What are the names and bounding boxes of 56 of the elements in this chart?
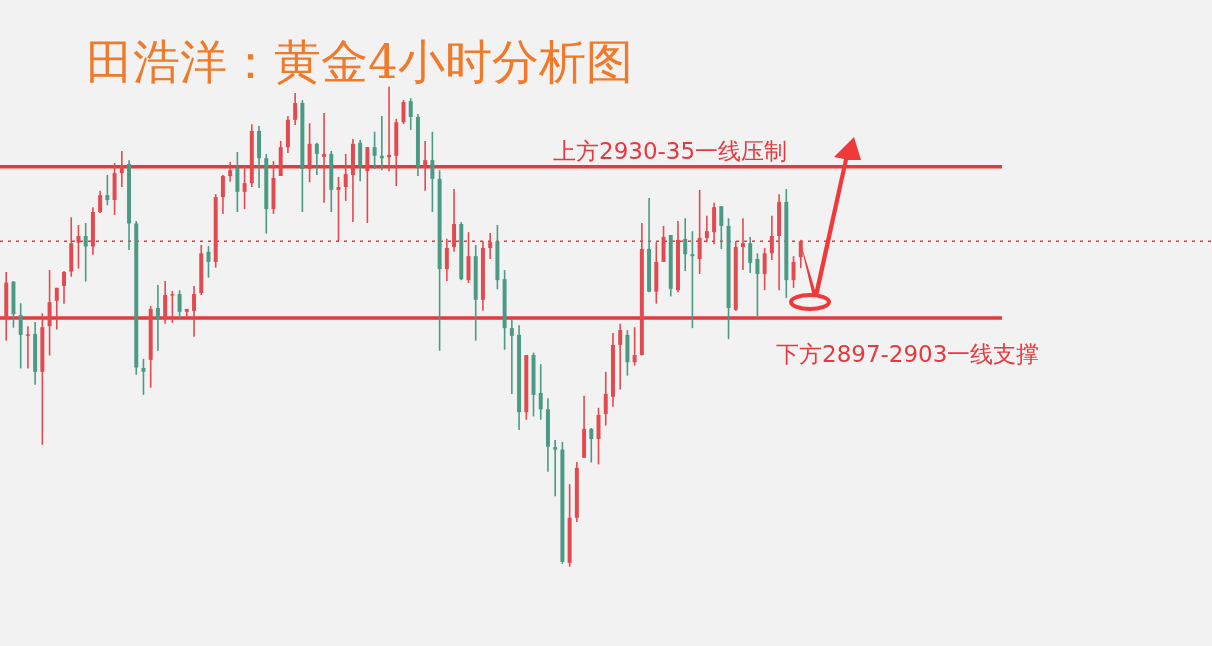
candlestick bbox=[452, 188, 457, 253]
candlestick bbox=[177, 289, 182, 320]
candlestick bbox=[589, 427, 594, 464]
candlestick bbox=[314, 142, 319, 176]
candlestick bbox=[683, 217, 688, 272]
candlestick bbox=[596, 407, 601, 466]
candlestick bbox=[488, 232, 493, 260]
candlestick bbox=[697, 189, 702, 275]
candlestick bbox=[155, 284, 160, 352]
candlestick bbox=[62, 270, 67, 305]
candlestick bbox=[509, 318, 514, 395]
candlestick bbox=[365, 146, 370, 224]
candlestick bbox=[119, 150, 124, 188]
chart-title: 田浩洋：黄金4小时分析图 bbox=[86, 34, 633, 89]
candlestick bbox=[242, 165, 247, 210]
candlestick bbox=[690, 230, 695, 329]
candlestick bbox=[98, 190, 103, 214]
candlestick bbox=[762, 247, 767, 292]
ref-line-label: 下方2897-2903一线支撑 bbox=[776, 341, 1040, 368]
candlestick bbox=[220, 174, 225, 215]
candlestick bbox=[769, 215, 774, 261]
candlestick bbox=[25, 325, 30, 370]
candlestick bbox=[192, 285, 197, 338]
candlestick bbox=[105, 174, 110, 207]
candlestick bbox=[798, 239, 803, 269]
candlestick bbox=[170, 290, 175, 324]
candlestick bbox=[553, 439, 558, 497]
candlestick bbox=[83, 222, 88, 283]
candlestick bbox=[791, 255, 796, 289]
candlestick bbox=[343, 153, 348, 202]
candlestick bbox=[755, 252, 760, 319]
candlestick bbox=[719, 205, 724, 250]
ref-line-label: 上方2930-35一线压制 bbox=[553, 137, 788, 164]
candlestick bbox=[748, 236, 753, 274]
candlestick bbox=[54, 287, 59, 331]
candlestick bbox=[444, 238, 449, 282]
candlestick bbox=[423, 140, 428, 192]
candlestick bbox=[632, 326, 637, 367]
candlestick bbox=[235, 151, 240, 213]
candlestick bbox=[430, 131, 435, 213]
candlestick bbox=[408, 97, 413, 131]
candlestick bbox=[18, 302, 23, 370]
candlestick bbox=[141, 358, 146, 396]
candlestick bbox=[228, 161, 233, 183]
candlestick bbox=[358, 139, 363, 183]
candlestick bbox=[538, 363, 543, 421]
candlestick bbox=[206, 245, 211, 279]
candlestick bbox=[740, 217, 745, 271]
candlestick bbox=[293, 92, 298, 126]
candlestick bbox=[603, 371, 608, 427]
candlestick bbox=[704, 215, 709, 244]
candlestick bbox=[76, 224, 81, 270]
candlestick bbox=[618, 323, 623, 391]
candlestick bbox=[322, 112, 327, 204]
candlestick bbox=[372, 131, 377, 171]
candlestick bbox=[47, 269, 52, 357]
